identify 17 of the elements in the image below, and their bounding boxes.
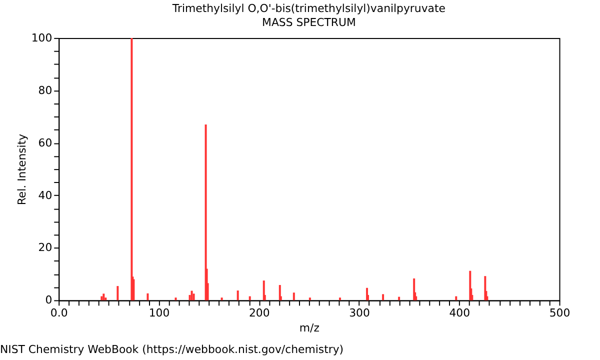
y-tick-label: 40 [38, 188, 52, 202]
y-axis-title: Rel. Intensity [15, 133, 28, 206]
y-tick-label: 60 [38, 136, 52, 150]
y-tick-label: 0 [45, 294, 52, 307]
x-tick-label: 500 [549, 306, 570, 320]
x-tick-label: 400 [449, 306, 470, 320]
text: NIST Chemistry WebBook (https://webbook.nist.gov/chemistry) [0, 342, 344, 356]
x-tick-label: 200 [248, 306, 270, 320]
x-tick-label: 300 [349, 306, 370, 320]
chart-subtitle: MASS SPECTRUM [262, 16, 356, 30]
y-tick-label: 20 [38, 241, 52, 254]
chart-title: Trimethylsilyl O,O'-bis(trimethylsilyl)vanilpyruvate [171, 2, 446, 16]
y-tick-label: 80 [38, 84, 52, 97]
y-tick-label: 100 [31, 31, 52, 44]
x-tick-label: 0.0 [50, 306, 68, 320]
x-tick-label: 100 [148, 306, 170, 320]
x-axis-title: m/z [299, 321, 320, 334]
